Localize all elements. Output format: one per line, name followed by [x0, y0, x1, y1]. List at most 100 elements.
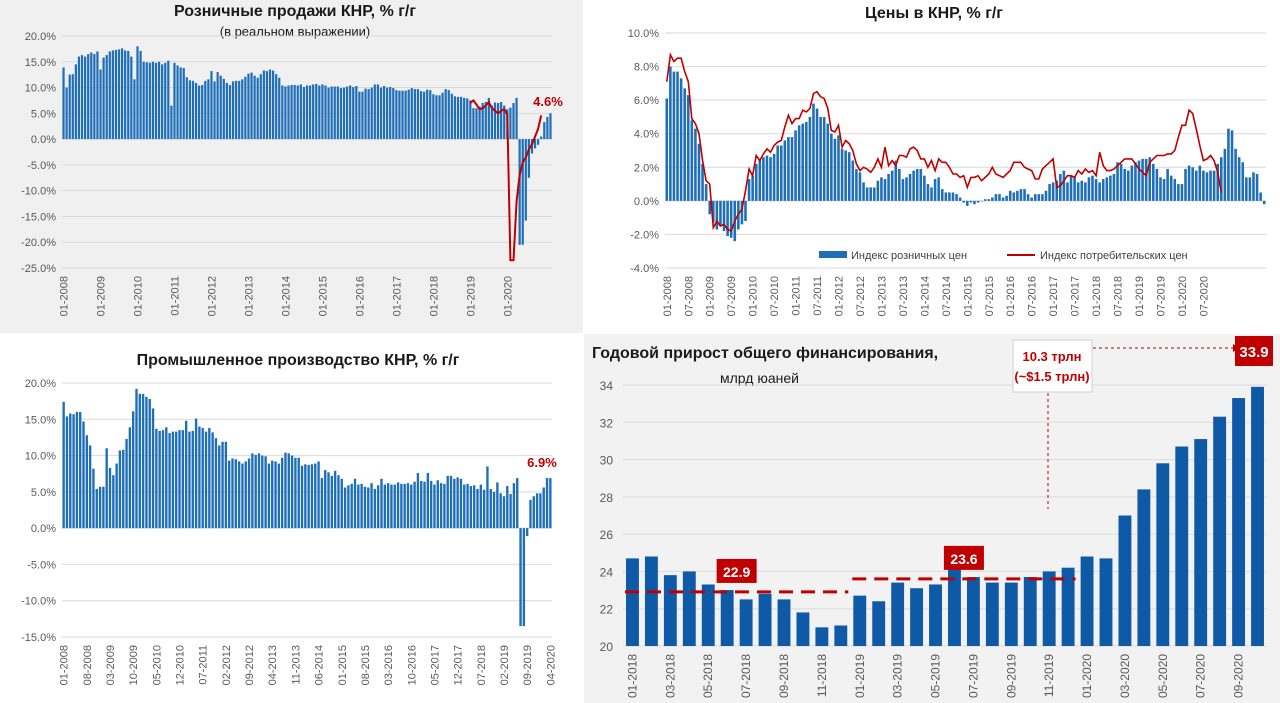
bar [244, 461, 247, 529]
bar [1252, 172, 1255, 201]
bar [487, 97, 490, 140]
bar [138, 393, 141, 529]
x-tick-label: 01-2012 [207, 276, 219, 316]
bar [712, 200, 715, 223]
bar [496, 103, 500, 140]
x-tick-label: 02-2012 [221, 645, 233, 685]
bar [439, 483, 443, 529]
bar [179, 67, 182, 140]
bar [833, 138, 837, 201]
bar [1099, 558, 1113, 646]
x-tick-label: 02-2019 [499, 645, 511, 685]
bar [805, 121, 808, 201]
y-tick-label: 10.0% [628, 28, 659, 40]
bar [339, 88, 343, 140]
bar [433, 484, 436, 529]
bar [435, 95, 438, 140]
bar [1116, 162, 1119, 201]
bar [400, 483, 403, 529]
bar [1130, 165, 1134, 201]
bar [500, 101, 503, 140]
bar [225, 82, 228, 140]
bar [87, 54, 90, 140]
bar [363, 486, 367, 529]
bar [277, 463, 281, 529]
bar [450, 93, 453, 140]
y-tick-label: 5.0% [31, 108, 56, 120]
bar [231, 81, 235, 140]
bar [1191, 167, 1194, 201]
bar [1080, 180, 1084, 201]
y-tick-label: 26 [600, 528, 614, 542]
y-tick-label: -25.0% [21, 263, 56, 275]
bar [937, 177, 940, 201]
bar [1173, 179, 1177, 201]
y-tick-label: 28 [600, 491, 614, 505]
bar [948, 192, 951, 201]
bar [310, 464, 314, 529]
x-tick-label: 07-2018 [739, 654, 753, 698]
bar [165, 427, 168, 529]
bar [379, 87, 383, 140]
bar [290, 455, 294, 529]
bar [340, 478, 343, 529]
bar [349, 85, 352, 140]
bar [1155, 168, 1159, 201]
bar [410, 484, 413, 529]
x-tick-label: 01-2010 [133, 276, 145, 316]
last-label-text: 33.9 [1239, 344, 1268, 361]
bar [919, 168, 923, 201]
x-tick-label: 07-2009 [726, 276, 738, 316]
bar [739, 599, 753, 646]
bar [318, 85, 321, 140]
bar [834, 625, 848, 646]
bar [521, 139, 524, 245]
bar [722, 200, 726, 232]
bar [515, 97, 518, 140]
bar [777, 599, 791, 646]
bar [216, 72, 219, 140]
bar [479, 484, 483, 529]
bar [1205, 172, 1209, 201]
y-tick-label: -5.0% [27, 559, 56, 571]
bar [321, 84, 324, 140]
bar [308, 85, 312, 140]
bar [65, 87, 68, 140]
y-tick-label: 20.0% [25, 378, 56, 390]
bar [720, 590, 734, 646]
bar [1187, 165, 1191, 201]
bar [1198, 165, 1202, 201]
bar [679, 78, 683, 201]
bar [453, 96, 457, 140]
bar [124, 50, 127, 140]
bar [1137, 489, 1151, 646]
bar [1162, 179, 1166, 201]
x-tick-label: 11-2018 [815, 654, 829, 697]
y-tick-label: 0.0% [31, 134, 56, 146]
bar [373, 488, 377, 529]
bar [672, 71, 676, 201]
bar [1037, 194, 1041, 201]
x-tick-label: 07-2019 [1156, 276, 1168, 316]
bar [155, 428, 158, 529]
x-tick-label: 01-2019 [853, 654, 867, 698]
x-tick-label: 07-2012 [855, 276, 867, 316]
bar [449, 475, 453, 529]
x-tick-label: 01-2016 [1005, 276, 1017, 316]
bar [715, 200, 719, 230]
bar [188, 80, 191, 140]
bar [413, 89, 416, 140]
bar [533, 139, 537, 149]
bar [1230, 130, 1234, 201]
bar [416, 89, 420, 140]
bar [545, 478, 549, 529]
bar [398, 90, 401, 140]
x-tick-label: 12-2010 [175, 645, 187, 685]
bar [779, 145, 783, 201]
bar [686, 95, 690, 201]
bar [1248, 177, 1252, 201]
retail-annotation: 4.6% [533, 94, 563, 109]
bar [413, 481, 416, 529]
bar [175, 431, 178, 529]
bar [257, 453, 261, 529]
